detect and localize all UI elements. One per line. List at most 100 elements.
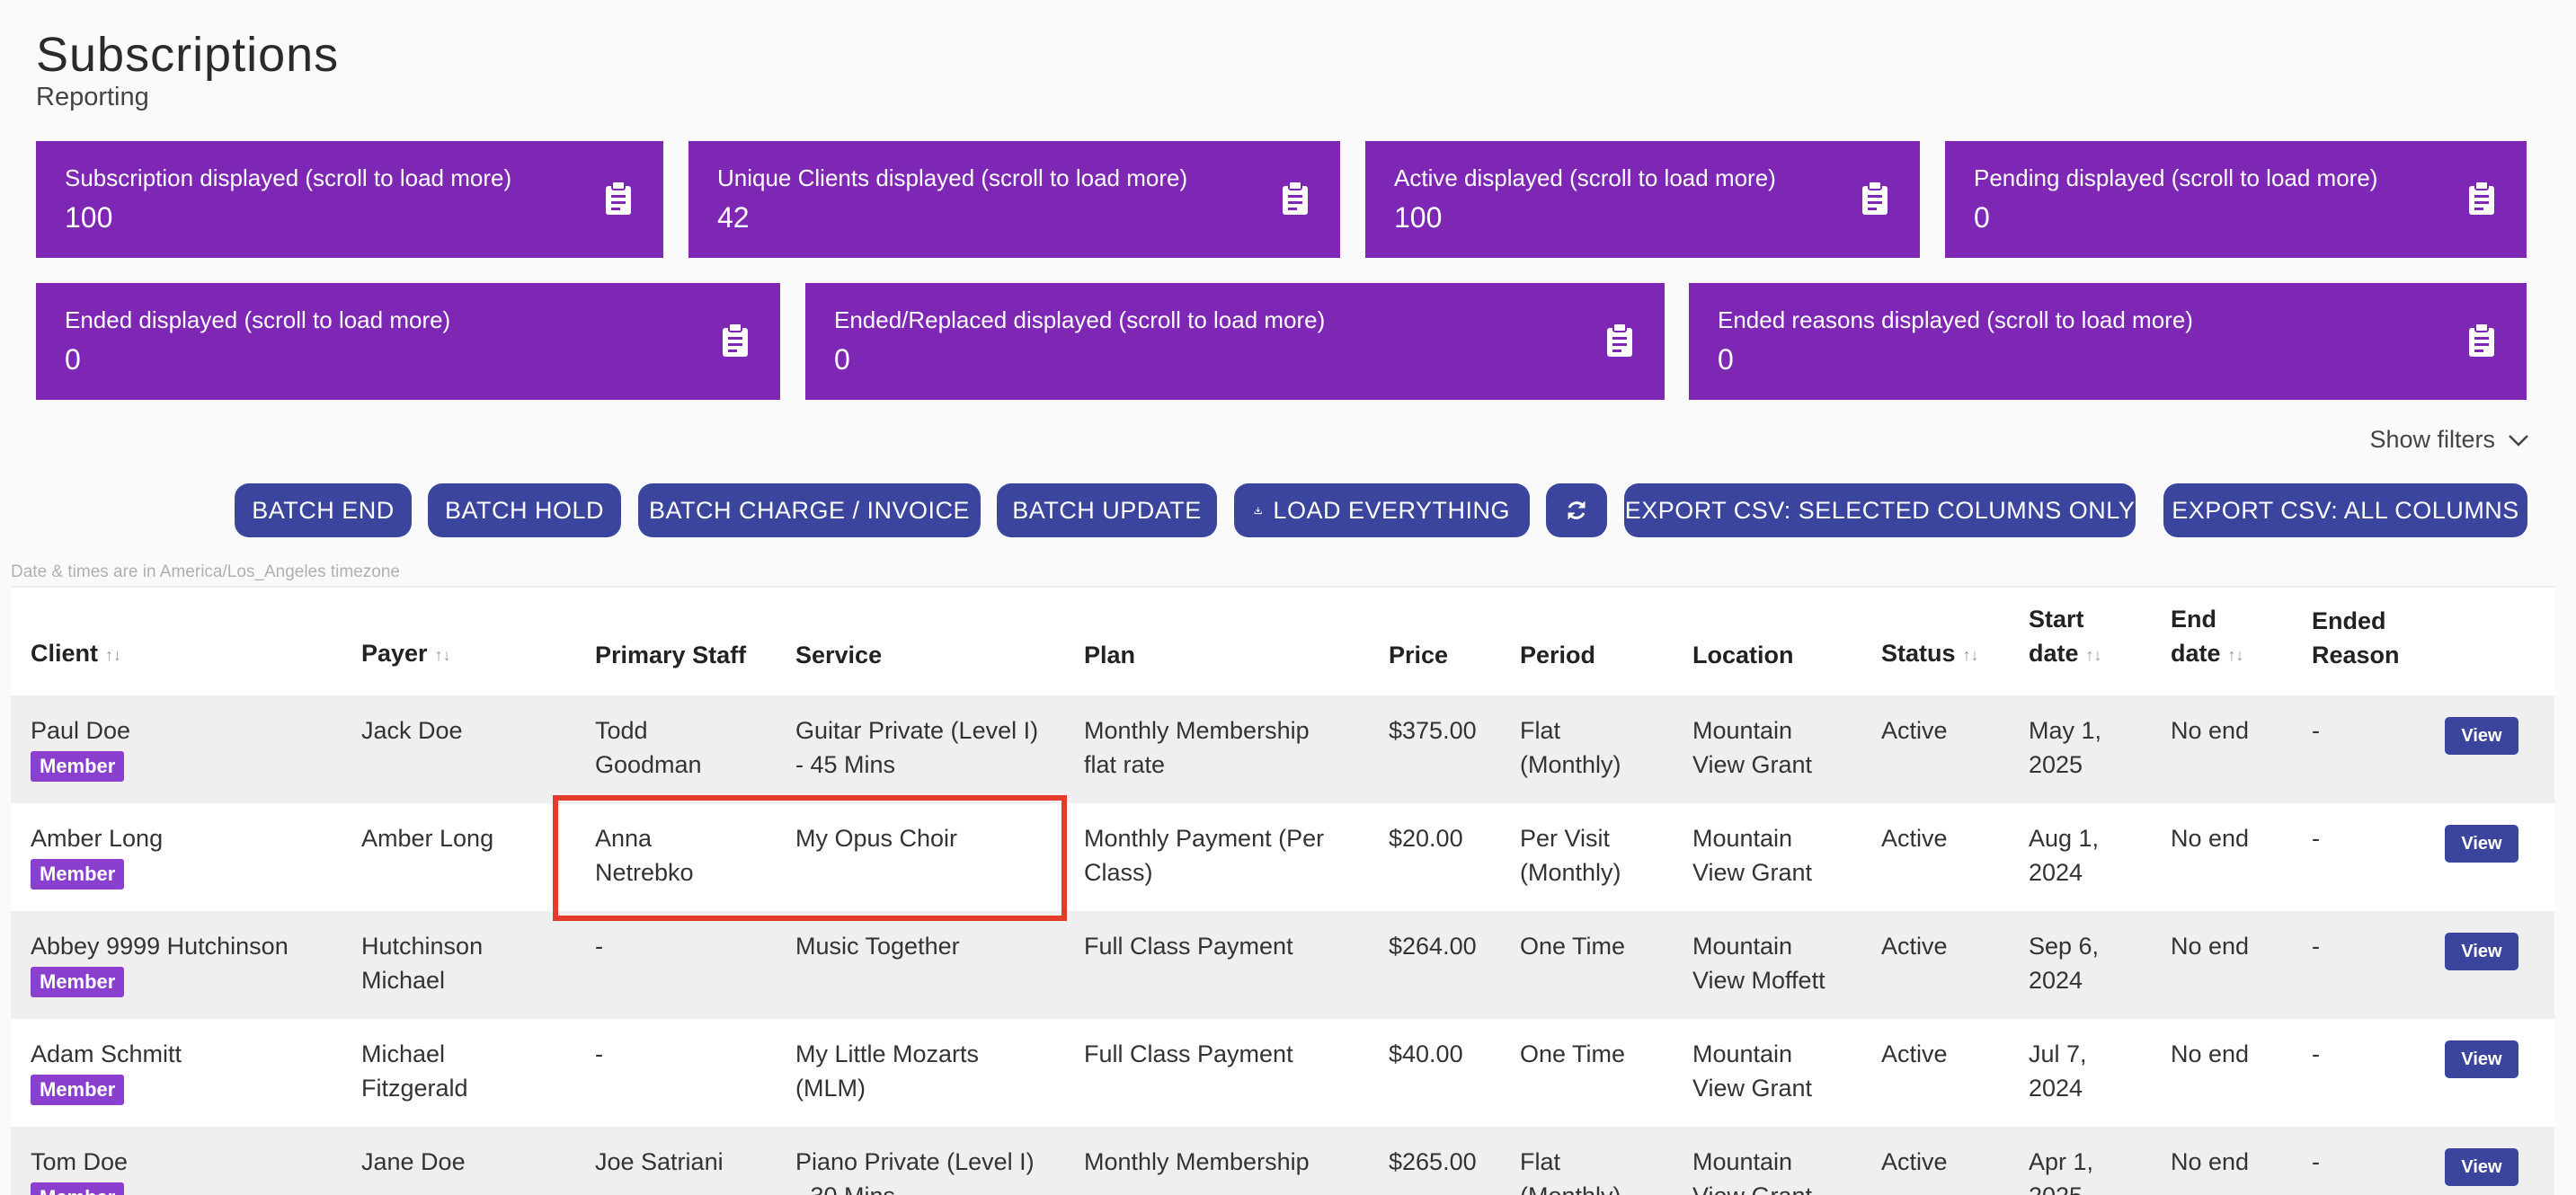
load-everything-button[interactable]: LOAD EVERYTHING (1234, 483, 1530, 537)
cell-ended-reason: - (2312, 933, 2320, 960)
view-button[interactable]: View (2445, 1148, 2518, 1186)
view-button[interactable]: View (2445, 1040, 2518, 1078)
cell-period: Flat(Monthly) (1520, 1148, 1621, 1195)
column-header-status[interactable]: Status ↑↓ (1881, 636, 1979, 672)
stat-label: Subscription displayed (scroll to load m… (65, 164, 512, 191)
export-csv-all-button[interactable]: EXPORT CSV: ALL COLUMNS (2163, 483, 2527, 537)
view-button[interactable]: View (2445, 825, 2518, 863)
stat-value: 100 (65, 201, 113, 234)
cell-staff: Anna Netrebko (595, 825, 694, 886)
cell-start-date: Aug 1, 2024 (2029, 825, 2100, 886)
timezone-note: Date & times are in America/Los_Angeles … (11, 562, 400, 581)
cell-service: My Little Mozarts (MLM) (795, 1040, 980, 1102)
cell-end-date: No end (2171, 825, 2250, 852)
stat-label: Ended displayed (scroll to load more) (65, 306, 451, 333)
cell-staff: - (595, 933, 603, 960)
cell-payer: Michael Fitzgerald (361, 1040, 468, 1102)
stat-card-ended-reasons[interactable]: Ended reasons displayed (scroll to load … (1689, 283, 2527, 400)
cell-plan: Full Class Payment (1084, 933, 1293, 960)
cell-price: $40.00 (1389, 1040, 1463, 1067)
batch-charge-invoice-button[interactable]: BATCH CHARGE / INVOICE (638, 483, 981, 537)
clipboard-icon (2469, 323, 2494, 357)
cell-staff: Todd Goodman (595, 717, 702, 778)
sort-icon: ↑↓ (1962, 646, 1979, 664)
stat-label: Active displayed (scroll to load more) (1394, 164, 1776, 191)
sort-icon: ↑↓ (2227, 646, 2244, 664)
stat-value: 0 (1718, 343, 1734, 376)
cell-service: Guitar Private (Level I) - 45 Mins (795, 717, 1039, 778)
column-header-client[interactable]: Client ↑↓ (31, 636, 121, 672)
stat-card-ended[interactable]: Ended displayed (scroll to load more) 0 (36, 283, 780, 400)
stat-card-unique-clients[interactable]: Unique Clients displayed (scroll to load… (688, 141, 1340, 258)
table-row[interactable]: Abbey 9999 Hutchinson Member Hutchinson Mi… (11, 911, 2554, 1019)
cell-status: Active (1881, 825, 1948, 852)
sort-icon: ↑↓ (434, 646, 451, 664)
cell-plan: Monthly Payment (Per Class) (1084, 825, 1325, 886)
batch-hold-button[interactable]: BATCH HOLD (428, 483, 621, 537)
sort-icon: ↑↓ (2085, 646, 2102, 664)
cell-payer: Amber Long (361, 825, 494, 852)
view-button[interactable]: View (2445, 933, 2518, 970)
refresh-button[interactable] (1546, 483, 1607, 537)
page-title: Subscriptions (36, 28, 340, 82)
cell-plan: Monthly Membership (1084, 1148, 1310, 1175)
column-header-primary-staff: Primary Staff (595, 642, 747, 668)
member-badge: Member (31, 1075, 125, 1105)
cell-service: Piano Private (Level I)- 30 Mins (795, 1148, 1035, 1195)
cell-client: Amber Long Member (31, 821, 163, 890)
cell-client: Adam Schmitt Member (31, 1037, 182, 1105)
column-header-end-date[interactable]: End date ↑↓ (2171, 602, 2244, 672)
cell-period: One Time (1520, 933, 1626, 960)
cell-start-date: Jul 7, 2024 (2029, 1040, 2087, 1102)
stat-card-pending[interactable]: Pending displayed (scroll to load more) … (1945, 141, 2527, 258)
stat-label: Pending displayed (scroll to load more) (1974, 164, 2378, 191)
cell-period: Flat(Monthly) (1520, 717, 1621, 778)
cell-price: $264.00 (1389, 933, 1477, 960)
stat-card-subscriptions[interactable]: Subscription displayed (scroll to load m… (36, 141, 663, 258)
clipboard-icon (2469, 181, 2494, 215)
clipboard-icon (1607, 323, 1632, 357)
member-badge: Member (31, 1182, 125, 1195)
export-csv-selected-button[interactable]: EXPORT CSV: SELECTED COLUMNS ONLY (1624, 483, 2136, 537)
refresh-icon (1568, 501, 1586, 519)
stat-value: 0 (65, 343, 81, 376)
column-header-plan: Plan (1084, 642, 1136, 668)
cell-client: Abbey 9999 Hutchinson Member (31, 929, 289, 997)
cell-plan: Monthly Membership flat rate (1084, 717, 1310, 778)
page-subtitle: Reporting (36, 83, 149, 111)
load-everything-label: LOAD EVERYTHING (1273, 496, 1510, 524)
table-row[interactable]: Paul Doe Member Jack Doe Todd Goodman Guit… (11, 695, 2554, 803)
stat-label: Unique Clients displayed (scroll to load… (717, 164, 1188, 191)
cell-period: Per Visit (Monthly) (1520, 825, 1621, 886)
clipboard-icon (1283, 181, 1308, 215)
table-row[interactable]: Adam Schmitt Member Michael Fitzgerald - M… (11, 1019, 2554, 1127)
column-header-location: Location (1692, 642, 1794, 668)
table-header: Client ↑↓ Payer ↑↓ Primary Staff Service P… (11, 588, 2554, 695)
column-header-service: Service (795, 642, 883, 668)
cell-status: Active (1881, 1148, 1948, 1175)
batch-update-button[interactable]: BATCH UPDATE (997, 483, 1217, 537)
cell-start-date: May 1, 2025 (2029, 717, 2102, 778)
stat-card-active[interactable]: Active displayed (scroll to load more) 1… (1365, 141, 1920, 258)
stat-value: 0 (834, 343, 850, 376)
table-row[interactable]: Amber Long Member Amber Long Anna Netrebko… (11, 803, 2554, 911)
cell-ended-reason: - (2312, 717, 2320, 744)
cell-status: Active (1881, 933, 1948, 960)
stat-value: 42 (717, 201, 750, 234)
cell-period: One Time (1520, 1040, 1626, 1067)
show-filters-toggle[interactable]: Show filters (2369, 426, 2529, 454)
column-header-start-date[interactable]: Start date ↑↓ (2029, 602, 2102, 672)
batch-end-button[interactable]: BATCH END (235, 483, 412, 537)
view-button[interactable]: View (2445, 717, 2518, 755)
member-badge: Member (31, 859, 125, 890)
column-header-payer[interactable]: Payer ↑↓ (361, 636, 451, 672)
stat-card-ended-replaced[interactable]: Ended/Replaced displayed (scroll to load… (805, 283, 1665, 400)
column-header-price: Price (1389, 642, 1449, 668)
cell-payer: Hutchinson Michael (361, 933, 484, 994)
clipboard-icon (1862, 181, 1888, 215)
